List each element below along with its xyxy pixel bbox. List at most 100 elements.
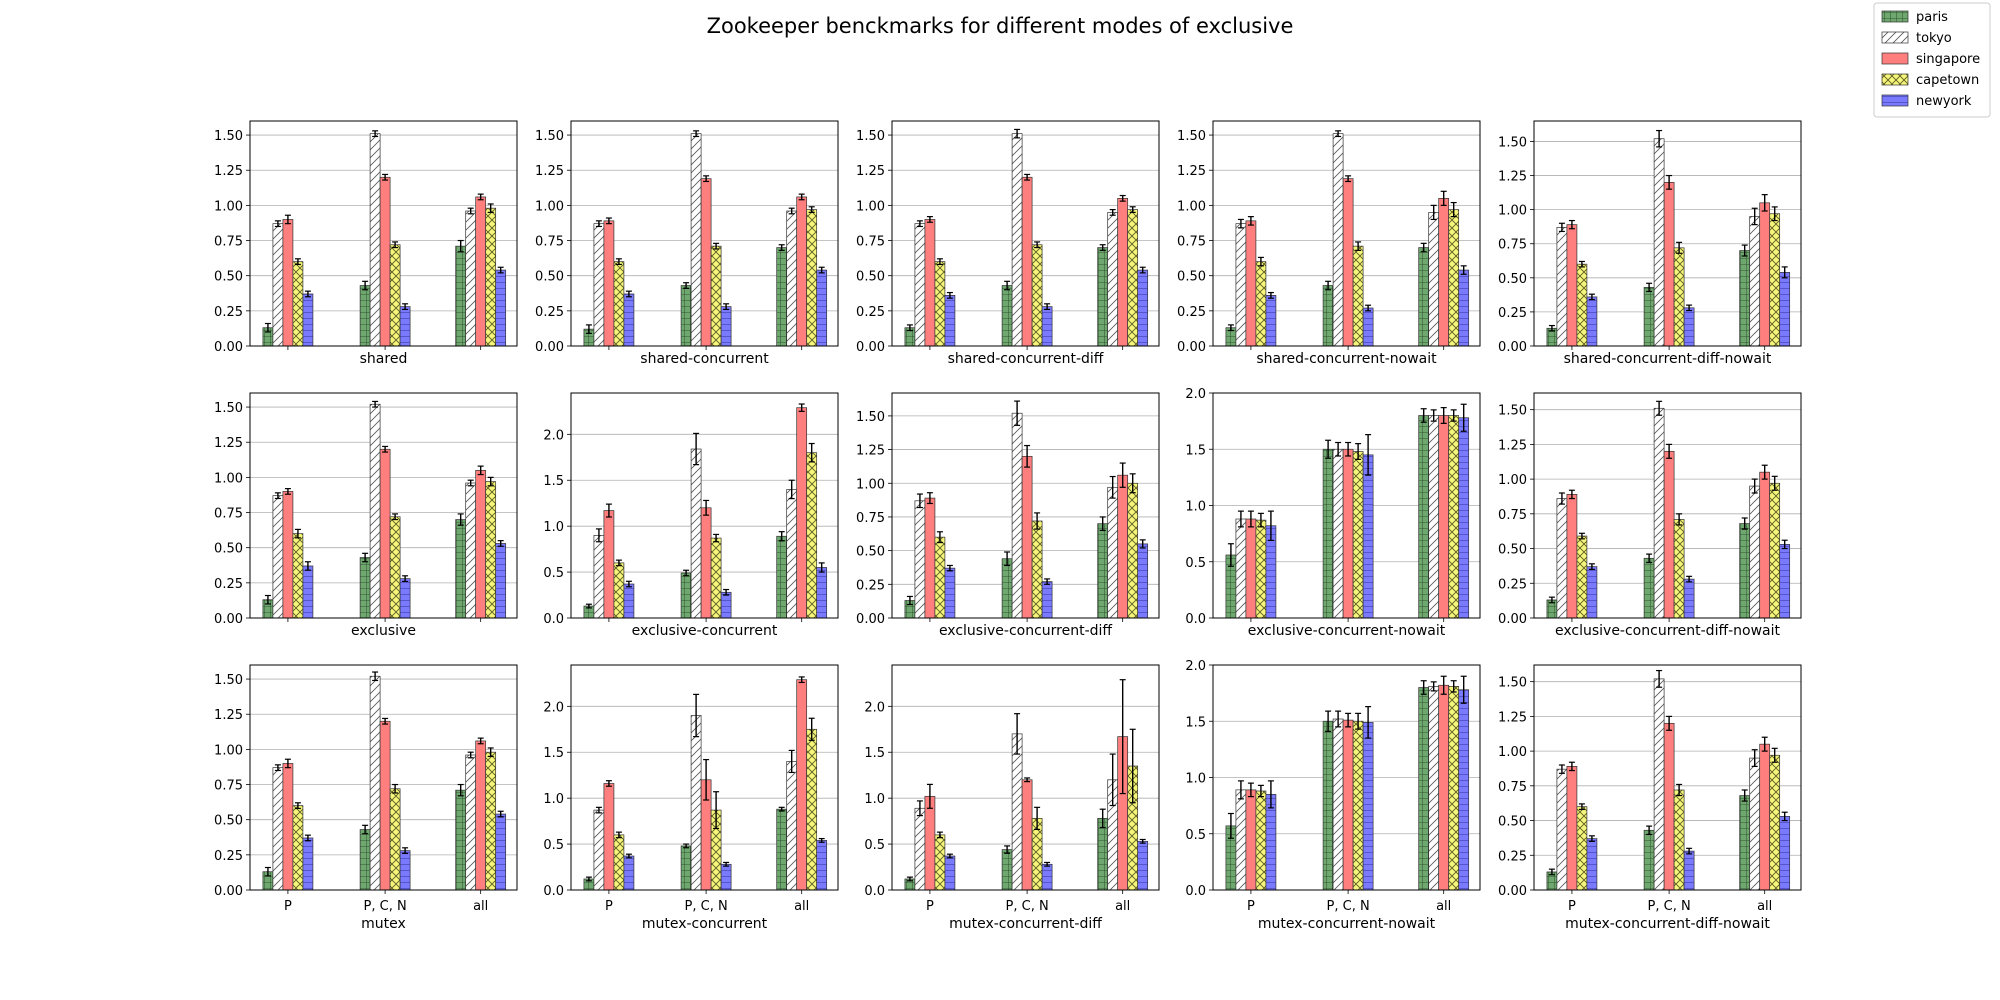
y-tick-label: 0.50 — [214, 542, 243, 557]
y-tick-label: 1.0 — [543, 792, 564, 807]
bar-hatch-capetown — [1576, 536, 1587, 618]
subplot-8: 0.00 0.25 0.50 0.75 1.00 1.25 1.50 exclusive-co… — [856, 392, 1160, 639]
bar-hatch-tokyo — [914, 500, 925, 618]
bar-hatch-capetown — [1769, 213, 1780, 346]
bar-hatch-capetown — [1576, 264, 1587, 346]
bar-hatch-newyork — [623, 856, 634, 890]
bar-hatch-newyork — [400, 850, 411, 890]
bar-hatch-tokyo — [1333, 133, 1344, 346]
bar-hatch-newyork — [1137, 841, 1148, 890]
bar-hatch-capetown — [1032, 520, 1043, 618]
x-tick-label: all — [1757, 899, 1772, 914]
bar-hatch-tokyo — [465, 755, 476, 890]
subplot-2: 0.00 0.25 0.50 0.75 1.00 1.25 1.50 shared-concu… — [535, 120, 839, 367]
y-tick-label: 0.75 — [1498, 508, 1527, 523]
legend-swatch-hatch — [1882, 95, 1908, 106]
bar-singapore — [1117, 475, 1128, 618]
y-tick-label: 2.0 — [543, 428, 564, 443]
y-tick-label: 1.0 — [1185, 772, 1206, 787]
y-tick-label: 0.25 — [856, 578, 885, 593]
subplot-6: 0.00 0.25 0.50 0.75 1.00 1.25 1.50 exclusive — [214, 392, 518, 639]
bar-hatch-tokyo — [272, 495, 283, 618]
y-tick-label: 0.00 — [1177, 340, 1206, 355]
bar-hatch-paris — [1225, 825, 1236, 890]
y-tick-label: 1.50 — [1498, 404, 1527, 419]
y-tick-label: 0.75 — [535, 235, 564, 250]
bar-hatch-paris — [583, 878, 594, 890]
y-tick-label: 1.50 — [1498, 135, 1527, 150]
bar-hatch-tokyo — [1333, 719, 1344, 890]
legend-box — [1873, 2, 1991, 118]
bar-hatch-capetown — [1674, 247, 1685, 346]
bar-singapore — [1343, 720, 1354, 890]
bar-hatch-tokyo — [465, 211, 476, 346]
bar-hatch-newyork — [1458, 417, 1469, 618]
x-axis-label: shared-concurrent-diff-nowait — [1564, 351, 1772, 367]
y-tick-label: 1.25 — [1177, 164, 1206, 179]
x-axis-label: exclusive-concurrent-diff-nowait — [1555, 623, 1781, 639]
bar-hatch-paris — [1225, 327, 1236, 346]
bar-hatch-capetown — [1674, 519, 1685, 618]
bar-hatch-paris — [1739, 523, 1750, 618]
bar-hatch-capetown — [1032, 244, 1043, 346]
bar-hatch-newyork — [302, 293, 313, 346]
bar-hatch-tokyo — [914, 808, 925, 890]
x-axis-label: shared-concurrent-nowait — [1256, 351, 1437, 367]
x-axis-label: mutex — [361, 916, 406, 932]
bar-singapore — [1022, 177, 1033, 346]
subplot-12: 0.0 0.5 1.0 1.5 2.0 P P, C, N all mutex-concurre… — [543, 664, 839, 932]
bar-hatch-paris — [1739, 250, 1750, 346]
x-axis-label: mutex-concurrent-diff — [949, 916, 1102, 932]
bar-hatch-newyork — [1684, 851, 1695, 890]
y-tick-label: 2.0 — [864, 700, 885, 715]
y-tick-label: 1.50 — [214, 129, 243, 144]
y-tick-label: 1.25 — [856, 444, 885, 459]
subplot-15: 0.00 0.25 0.50 0.75 1.00 1.25 1.50 P P, C, N all m… — [1498, 664, 1802, 932]
subplot-1: 0.00 0.25 0.50 0.75 1.00 1.25 1.50 shared — [214, 120, 518, 367]
bar-hatch-paris — [1002, 849, 1013, 890]
y-tick-label: 0.00 — [214, 884, 243, 899]
subplot-9: 0.0 0.5 1.0 1.5 2.0 exclusive-concurrent-nowa… — [1185, 387, 1481, 639]
bar-hatch-tokyo — [593, 223, 604, 346]
bar-hatch-capetown — [1769, 483, 1780, 618]
bar-hatch-tokyo — [1107, 779, 1118, 890]
bar-hatch-newyork — [1042, 864, 1053, 890]
y-tick-label: 1.00 — [214, 471, 243, 486]
axes-frame — [891, 664, 1160, 891]
y-tick-label: 1.0 — [543, 520, 564, 535]
y-tick-label: 2.0 — [1185, 659, 1206, 674]
bar-hatch-capetown — [1353, 721, 1364, 890]
y-tick-label: 0.00 — [1498, 884, 1527, 899]
y-tick-label: 0.75 — [214, 779, 243, 794]
x-tick-label: P — [1247, 899, 1255, 914]
bar-singapore — [701, 178, 712, 346]
bar-hatch-paris — [1644, 558, 1655, 618]
y-tick-label: 0.00 — [1498, 612, 1527, 627]
x-tick-label: P — [926, 899, 934, 914]
x-axis-label: mutex-concurrent-nowait — [1258, 916, 1436, 932]
y-tick-label: 0.5 — [543, 838, 564, 853]
y-tick-label: 0.0 — [543, 884, 564, 899]
x-tick-label: P — [1568, 899, 1576, 914]
axes-frame — [1533, 392, 1802, 619]
y-tick-label: 0.25 — [535, 305, 564, 320]
y-tick-label: 1.00 — [1498, 204, 1527, 219]
y-tick-label: 1.50 — [1498, 676, 1527, 691]
bar-hatch-capetown — [613, 562, 624, 618]
bar-hatch-capetown — [390, 516, 401, 618]
bar-hatch-paris — [583, 329, 594, 346]
x-tick-label: P, C, N — [1648, 899, 1691, 914]
axes-frame — [1533, 664, 1802, 891]
bar-singapore — [475, 470, 486, 618]
bar-singapore — [1245, 519, 1256, 618]
y-tick-label: 0.75 — [856, 511, 885, 526]
bar-hatch-paris — [904, 600, 915, 618]
axes-frame — [1212, 120, 1481, 347]
x-tick-label: P, C, N — [1327, 899, 1370, 914]
bar-hatch-newyork — [721, 306, 732, 346]
bar-hatch-newyork — [816, 270, 827, 346]
bar-hatch-paris — [1097, 247, 1108, 346]
legend-label-singapore: singapore — [1916, 52, 1980, 67]
bar-hatch-capetown — [1448, 209, 1459, 346]
bar-hatch-capetown — [1127, 766, 1138, 890]
